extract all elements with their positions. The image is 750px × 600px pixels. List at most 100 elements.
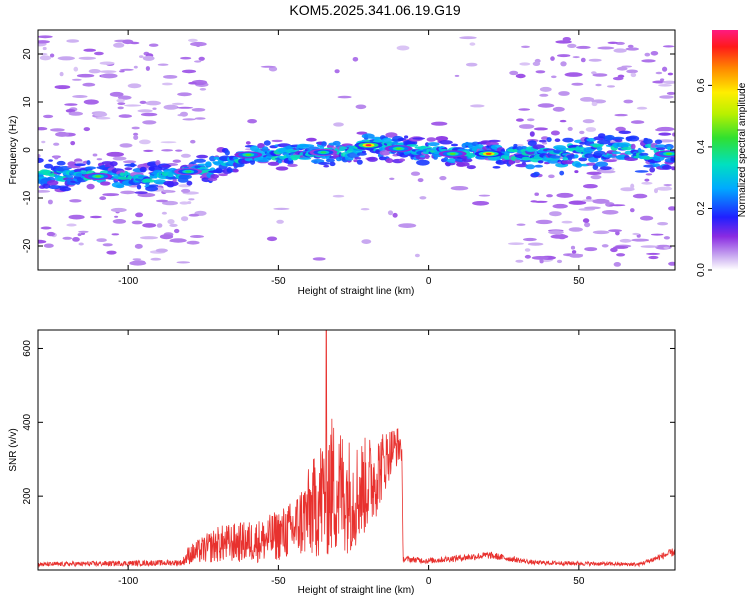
spectrogram-noise-blob [73, 66, 79, 72]
spectrogram-noise-blob [585, 127, 597, 132]
spectrogram-noise-blob [582, 119, 595, 124]
spectrogram-noise-blob [332, 194, 345, 198]
spectrogram-cell [574, 170, 579, 174]
spectrogram-noise-blob [567, 43, 577, 49]
spectrogram-noise-blob [535, 70, 546, 74]
spectrogram-noise-blob [632, 232, 640, 236]
spectrogram-cell [287, 159, 294, 166]
spectrogram-noise-blob [439, 176, 447, 181]
spectrogram-cell [593, 150, 606, 156]
chart-title: KOM5.2025.341.06.19.G19 [289, 2, 461, 18]
spectrogram-noise-blob [550, 56, 555, 61]
spectrogram-noise-blob [42, 46, 47, 51]
spectrogram-noise-blob [608, 229, 622, 233]
snr-ytick-label: 200 [22, 487, 33, 504]
spectrogram-cell [321, 141, 327, 147]
spectrogram-cell [557, 147, 570, 151]
spectrogram-cell [67, 161, 76, 167]
spectrogram-noise-blob [83, 48, 96, 52]
spectrogram-cell [450, 143, 459, 147]
spectrogram-noise-blob [96, 158, 103, 161]
spectrogram-noise-blob [188, 198, 195, 201]
spectrogram-noise-blob [551, 75, 557, 79]
spectrogram-cell [427, 142, 440, 147]
spectrogram-noise-blob [644, 178, 650, 182]
spectrogram-noise-blob [271, 139, 283, 143]
spectrogram-noise-blob [614, 113, 628, 117]
spectrogram-noise-blob [54, 155, 59, 160]
spectrogram-noise-blob [361, 239, 372, 245]
spectrogram-noise-blob [95, 116, 111, 120]
spectrogram-noise-blob [106, 151, 124, 157]
spectrogram-cell [586, 138, 597, 142]
spectrogram-noise-blob [38, 40, 50, 44]
snr-ticks: -100 -50 0 50 200 400 600 [22, 330, 675, 587]
spectrogram-cell [186, 180, 193, 186]
spectrogram-noise-blob [646, 252, 661, 255]
spectrogram-noise-blob [38, 190, 51, 193]
spectrogram-noise-blob [663, 236, 671, 240]
spectrogram-noise-blob [99, 196, 107, 201]
spectrogram-cell [615, 126, 626, 132]
spectrogram-noise-blob [127, 83, 142, 89]
spectrogram-cell [257, 143, 265, 149]
spectrogram-noise-blob [516, 223, 526, 226]
spectrogram-noise-blob [660, 78, 665, 82]
spectrogram-noise-blob [268, 66, 278, 72]
spectrogram-noise-blob [117, 106, 124, 110]
spectrogram-noise-blob [533, 127, 549, 131]
spectrogram-cell [655, 147, 666, 151]
spectrogram-cell [277, 160, 282, 164]
spectrogram-noise-blob [194, 117, 206, 120]
spectrogram-noise-blob [662, 80, 675, 84]
spectrogram-cell [145, 185, 159, 192]
snr-xtick-label: -100 [118, 576, 138, 587]
spectrogram-cell [73, 168, 83, 173]
spectrogram-noise-blob [630, 183, 635, 189]
spectrogram-noise-blob [139, 139, 151, 145]
spectrogram-noise-blob [124, 104, 142, 107]
spectrogram-xtick-label: 50 [573, 276, 585, 287]
spectrogram-cell [398, 158, 406, 162]
spectrogram-noise-blob [582, 218, 590, 223]
spectrogram-noise-blob [59, 71, 64, 77]
spectrogram-noise-blob [188, 213, 200, 217]
spectrogram-cell [65, 175, 74, 178]
spectrogram-cell [38, 157, 44, 163]
spectrogram-cell [218, 173, 229, 177]
spectrogram-noise-blob [62, 236, 73, 240]
spectrogram-noise-blob [129, 260, 147, 266]
spectrogram-noise-blob [38, 35, 53, 39]
spectrogram-cell [643, 156, 653, 160]
spectrogram-cell [48, 159, 53, 162]
colorbar-tick-label: 0.0 [696, 263, 707, 277]
spectrogram-cell [412, 137, 426, 140]
spectrogram-cell [275, 166, 289, 171]
spectrogram-noise-blob [134, 243, 143, 249]
spectrogram-noise-blob [470, 104, 485, 108]
spectrogram-noise-blob [82, 82, 96, 87]
spectrogram-cell [210, 174, 219, 179]
spectrogram-cell [578, 157, 588, 162]
spectrogram-noise-blob [180, 153, 191, 158]
spectrogram-cell [366, 156, 378, 162]
spectrogram-cell [574, 154, 579, 159]
spectrogram-cell [318, 162, 330, 165]
spectrogram-cell [435, 136, 449, 142]
spectrogram-noise-blob [641, 181, 653, 185]
spectrogram-cell [232, 168, 239, 173]
spectrogram-noise-blob [524, 248, 531, 252]
spectrogram-noise-blob [99, 61, 115, 65]
spectrogram-cell [538, 139, 547, 143]
spectrogram-noise-blob [88, 69, 101, 74]
spectrogram-peak [395, 147, 402, 150]
spectrogram-noise-blob [533, 200, 548, 203]
spectrogram-cell [649, 167, 656, 173]
spectrogram-noise-blob [568, 227, 583, 232]
colorbar-tick-label: 0.6 [696, 78, 707, 92]
spectrogram-noise-blob [174, 228, 180, 234]
spectrogram-noise-blob [666, 91, 675, 95]
spectrogram-noise-blob [616, 253, 626, 257]
spectrogram-cell [86, 160, 91, 166]
